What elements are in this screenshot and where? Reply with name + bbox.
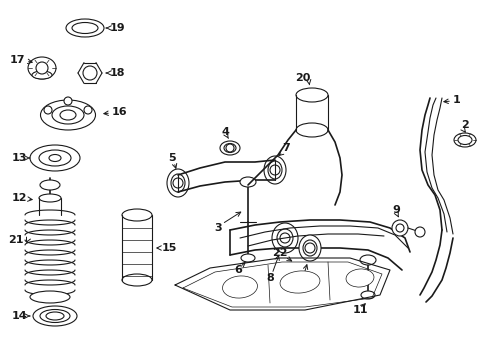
Ellipse shape (60, 110, 76, 120)
Text: 9: 9 (391, 205, 399, 215)
Ellipse shape (33, 306, 77, 326)
Ellipse shape (41, 100, 95, 130)
Text: 10: 10 (292, 281, 307, 291)
Circle shape (305, 243, 314, 253)
Ellipse shape (122, 274, 152, 286)
Ellipse shape (39, 194, 61, 202)
Ellipse shape (30, 145, 80, 171)
Text: 3: 3 (214, 223, 222, 233)
Text: 16: 16 (112, 107, 127, 117)
Text: 6: 6 (234, 265, 242, 275)
Ellipse shape (264, 156, 285, 184)
Circle shape (173, 178, 183, 188)
Circle shape (269, 165, 280, 175)
Text: 4: 4 (221, 127, 228, 137)
Ellipse shape (453, 133, 475, 147)
Ellipse shape (46, 312, 64, 320)
Ellipse shape (267, 161, 282, 179)
Ellipse shape (240, 177, 256, 187)
Circle shape (280, 233, 289, 243)
Ellipse shape (276, 229, 292, 247)
Ellipse shape (224, 144, 236, 153)
Text: 17: 17 (9, 55, 25, 65)
Circle shape (36, 62, 48, 74)
Ellipse shape (40, 180, 60, 190)
Ellipse shape (360, 291, 374, 299)
Text: 2: 2 (460, 120, 468, 130)
Text: 1: 1 (452, 95, 460, 105)
Ellipse shape (122, 209, 152, 221)
Ellipse shape (167, 169, 189, 197)
Ellipse shape (457, 135, 471, 144)
Ellipse shape (346, 269, 373, 287)
Ellipse shape (32, 71, 52, 79)
Ellipse shape (28, 57, 56, 79)
Ellipse shape (222, 276, 257, 298)
Text: 11: 11 (351, 305, 367, 315)
Text: 7: 7 (282, 143, 289, 153)
Ellipse shape (359, 255, 375, 265)
Text: 12: 12 (12, 193, 27, 203)
Ellipse shape (298, 235, 320, 261)
Text: 19: 19 (110, 23, 125, 33)
Text: 14: 14 (12, 311, 27, 321)
Ellipse shape (220, 141, 240, 155)
Circle shape (395, 224, 403, 232)
Text: 5: 5 (168, 153, 176, 163)
Ellipse shape (39, 150, 71, 166)
Ellipse shape (171, 174, 184, 192)
Ellipse shape (30, 291, 70, 303)
Circle shape (83, 66, 97, 80)
Circle shape (84, 106, 92, 114)
Text: 20: 20 (295, 73, 310, 83)
Text: 18: 18 (110, 68, 125, 78)
Ellipse shape (241, 254, 254, 262)
Ellipse shape (66, 19, 104, 37)
Ellipse shape (72, 22, 98, 33)
Ellipse shape (295, 123, 327, 137)
Ellipse shape (40, 310, 70, 323)
Text: 22: 22 (272, 248, 287, 258)
Circle shape (414, 227, 424, 237)
Ellipse shape (49, 154, 61, 162)
Circle shape (64, 97, 72, 105)
Ellipse shape (280, 271, 319, 293)
Ellipse shape (295, 88, 327, 102)
Circle shape (391, 220, 407, 236)
Ellipse shape (52, 106, 84, 124)
Circle shape (44, 106, 52, 114)
Text: 21: 21 (8, 235, 23, 245)
Ellipse shape (303, 240, 316, 256)
Text: 13: 13 (12, 153, 27, 163)
Text: 8: 8 (265, 273, 273, 283)
Circle shape (225, 144, 234, 152)
Ellipse shape (271, 223, 297, 253)
Text: 15: 15 (162, 243, 177, 253)
